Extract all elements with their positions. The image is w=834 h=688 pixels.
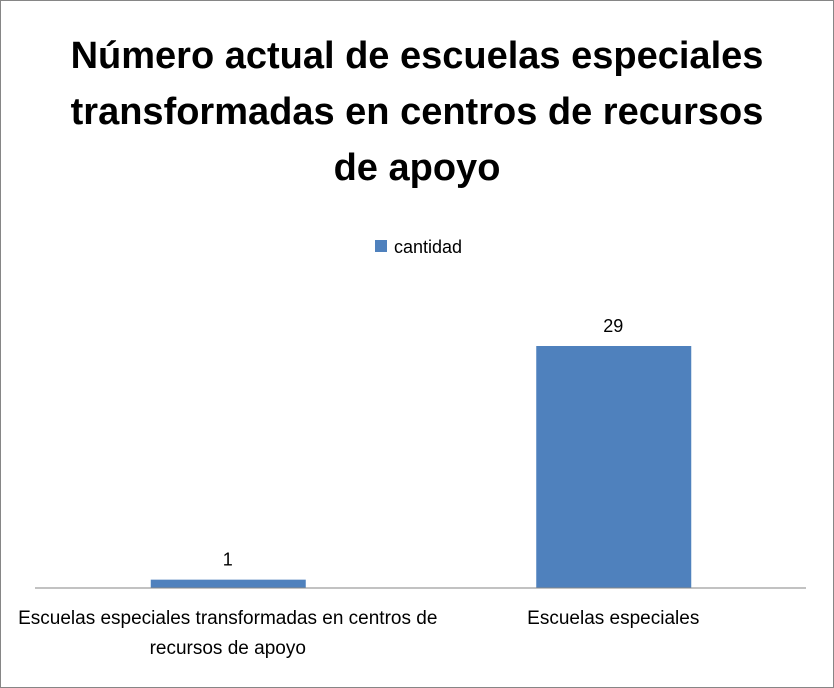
chart-title: Número actual de escuelas especiales tra… (70, 35, 764, 189)
x-tick-label: Escuelas especiales transformadas en cen… (18, 608, 438, 659)
data-label: 1 (223, 550, 233, 570)
legend-label: cantidad (394, 237, 462, 257)
legend-swatch (375, 240, 387, 252)
bar (536, 346, 692, 588)
x-tick-label: Escuelas especiales (527, 608, 700, 629)
bar (150, 579, 306, 588)
data-label: 29 (603, 316, 623, 336)
